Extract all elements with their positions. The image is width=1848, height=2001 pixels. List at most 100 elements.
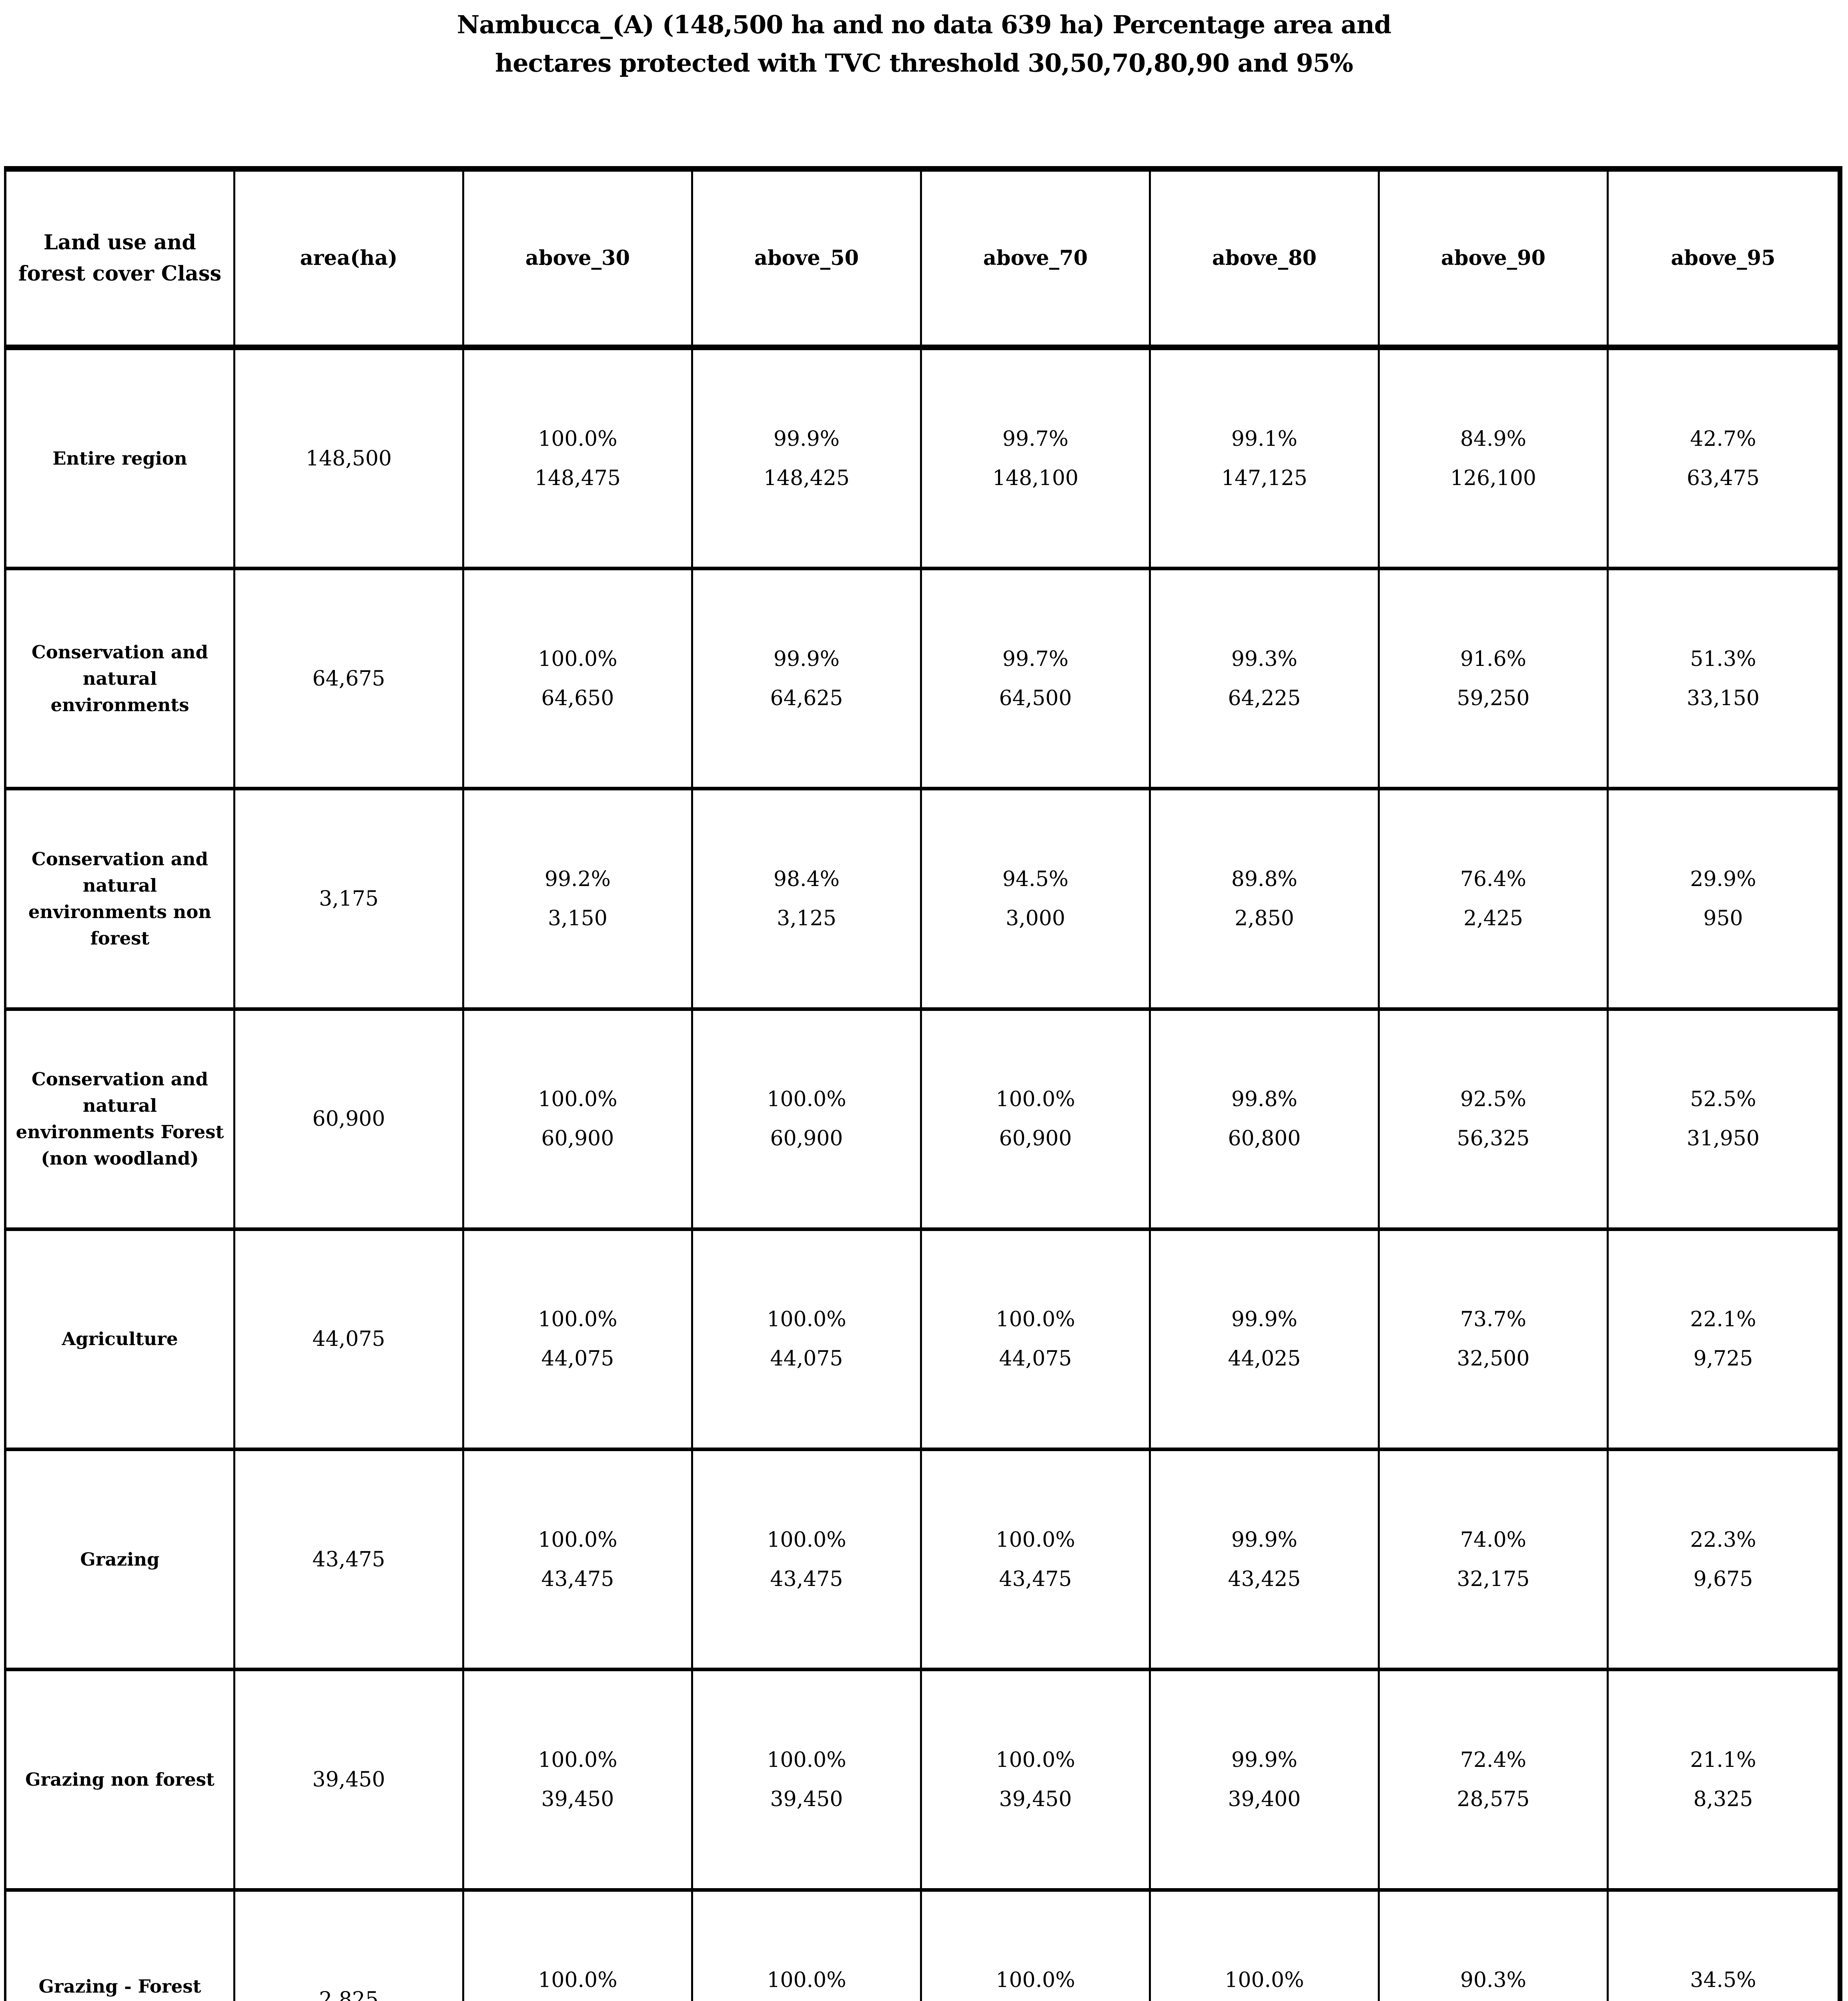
pct-value: 99.7% <box>1002 647 1069 671</box>
ha-value: 60,900 <box>999 1127 1072 1151</box>
ha-value: 32,500 <box>1457 1347 1530 1371</box>
row-label: Entire region <box>6 350 235 571</box>
pct-value: 34.5% <box>1690 1968 1756 1993</box>
value-cell: 99.2% 3,150 <box>464 790 693 1011</box>
pct-value: 100.0% <box>767 1968 846 1993</box>
column-header-above_30: above_30 <box>464 172 693 350</box>
pct-value: 99.9% <box>773 427 840 451</box>
ha-value: 44,075 <box>541 1347 614 1371</box>
pct-value: 51.3% <box>1690 647 1756 671</box>
ha-value: 43,475 <box>541 1567 614 1591</box>
ha-value: 39,450 <box>541 1787 614 1811</box>
page-title: Nambucca_(A) (148,500 ha and no data 639… <box>0 6 1848 82</box>
ha-value: 56,325 <box>1457 1127 1530 1151</box>
area-cell: 3,175 <box>235 790 464 1011</box>
value-cell: 100.0% 148,475 <box>464 350 693 571</box>
value-cell: 100.0% 44,075 <box>922 1231 1151 1452</box>
value-cell: 100.0% 2,825 <box>922 1891 1151 2001</box>
ha-value: 63,475 <box>1687 466 1760 490</box>
column-header-above_95: above_95 <box>1609 172 1838 350</box>
pct-value: 90.3% <box>1460 1968 1527 1993</box>
area-cell: 2,825 <box>235 1891 464 2001</box>
pct-value: 99.7% <box>1002 427 1069 451</box>
area-cell: 44,075 <box>235 1231 464 1452</box>
value-cell: 100.0% 60,900 <box>693 1011 922 1231</box>
value-cell: 100.0% 43,475 <box>464 1451 693 1672</box>
value-cell: 92.5% 56,325 <box>1380 1011 1609 1231</box>
ha-value: 60,900 <box>770 1127 843 1151</box>
ha-value: 43,425 <box>1228 1567 1301 1591</box>
column-header-above_50: above_50 <box>693 172 922 350</box>
pct-value: 73.7% <box>1460 1307 1527 1332</box>
ha-value: 126,100 <box>1450 466 1537 490</box>
value-cell: 91.6% 59,250 <box>1380 570 1609 791</box>
ha-value: 147,125 <box>1221 466 1308 490</box>
pct-value: 100.0% <box>767 1087 846 1112</box>
pct-value: 100.0% <box>767 1748 846 1772</box>
ha-value: 148,100 <box>992 466 1079 490</box>
ha-value: 9,675 <box>1693 1567 1753 1591</box>
pct-value: 99.2% <box>544 867 611 892</box>
value-cell: 99.3% 64,225 <box>1151 570 1380 791</box>
pct-value: 100.0% <box>1225 1968 1304 1993</box>
pct-value: 21.1% <box>1690 1748 1756 1772</box>
value-cell: 100.0% 43,475 <box>922 1451 1151 1672</box>
pct-value: 99.1% <box>1231 427 1298 451</box>
pct-value: 100.0% <box>996 1528 1075 1552</box>
ha-value: 3,125 <box>777 906 836 931</box>
pct-value: 91.6% <box>1460 647 1527 671</box>
value-cell: 100.0% 39,450 <box>693 1671 922 1892</box>
pct-value: 99.9% <box>1231 1528 1298 1552</box>
row-label: Grazing <box>6 1451 235 1672</box>
value-cell: 73.7% 32,500 <box>1380 1231 1609 1452</box>
pct-value: 99.9% <box>773 647 840 671</box>
pct-value: 99.9% <box>1231 1307 1298 1332</box>
value-cell: 99.7% 64,500 <box>922 570 1151 791</box>
ha-value: 2,425 <box>1463 906 1523 931</box>
value-cell: 84.9% 126,100 <box>1380 350 1609 571</box>
row-label: Agriculture <box>6 1231 235 1452</box>
column-header-above_70: above_70 <box>922 172 1151 350</box>
value-cell: 22.1% 9,725 <box>1609 1231 1838 1452</box>
value-cell: 99.7% 148,100 <box>922 350 1151 571</box>
area-cell: 43,475 <box>235 1451 464 1672</box>
value-cell: 51.3% 33,150 <box>1609 570 1838 791</box>
pct-value: 100.0% <box>767 1307 846 1332</box>
pct-value: 22.3% <box>1690 1528 1756 1552</box>
pct-value: 76.4% <box>1460 867 1527 892</box>
area-cell: 60,900 <box>235 1011 464 1231</box>
pct-value: 42.7% <box>1690 427 1756 451</box>
ha-value: 64,625 <box>770 686 843 710</box>
value-cell: 34.5% 975 <box>1609 1892 1838 2001</box>
pct-value: 100.0% <box>538 1307 617 1332</box>
pct-value: 100.0% <box>538 1968 617 1993</box>
ha-value: 44,075 <box>770 1347 843 1371</box>
area-cell: 39,450 <box>235 1671 464 1892</box>
value-cell: 99.8% 60,800 <box>1151 1011 1380 1231</box>
pct-value: 100.0% <box>996 1307 1075 1332</box>
ha-value: 950 <box>1703 906 1743 931</box>
ha-value: 39,400 <box>1228 1787 1301 1811</box>
value-cell: 74.0% 32,175 <box>1380 1451 1609 1672</box>
area-cell: 64,675 <box>235 570 464 791</box>
column-header-area(ha): area(ha) <box>235 172 464 350</box>
ha-value: 64,500 <box>999 686 1072 710</box>
row-label: Conservation and natural environments <box>6 570 235 791</box>
ha-value: 43,475 <box>770 1567 843 1591</box>
column-header-above_80: above_80 <box>1151 172 1380 350</box>
pct-value: 100.0% <box>767 1528 846 1552</box>
value-cell: 100.0% 64,650 <box>464 570 693 791</box>
value-cell: 98.4% 3,125 <box>693 790 922 1011</box>
pct-value: 100.0% <box>996 1748 1075 1772</box>
ha-value: 60,900 <box>541 1127 614 1151</box>
ha-value: 59,250 <box>1457 686 1530 710</box>
ha-value: 28,575 <box>1457 1787 1530 1811</box>
value-cell: 100.0% 2,825 <box>1151 1891 1380 2001</box>
ha-value: 64,225 <box>1228 686 1301 710</box>
ha-value: 44,075 <box>999 1347 1072 1371</box>
ha-value: 8,325 <box>1693 1787 1753 1811</box>
value-cell: 100.0% 43,475 <box>693 1451 922 1672</box>
pct-value: 100.0% <box>538 1087 617 1112</box>
value-cell: 100.0% 39,450 <box>464 1671 693 1892</box>
ha-value: 39,450 <box>770 1787 843 1811</box>
